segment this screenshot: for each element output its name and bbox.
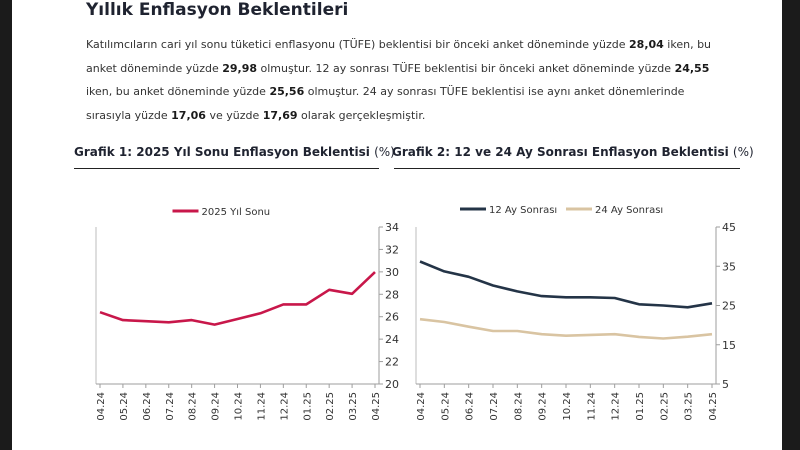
legend-label: 2025 Yıl Sonu [202,207,271,218]
x-tick-label: 10.24 [562,392,573,421]
highlight-value: 29,98 [222,61,258,75]
x-tick-label: 04.24 [96,392,107,421]
x-tick-label: 06.24 [465,392,476,421]
chart1-unit: (%) [374,145,395,159]
x-tick-label: 02.25 [659,392,670,421]
paragraph-text: Katılımcıların cari yıl sonu tüketici en… [86,38,630,51]
x-tick-label: 02.25 [325,392,336,421]
series-line [99,271,376,326]
y-tick-label: 25 [722,300,736,313]
x-tick-label: 12.24 [279,392,290,421]
paragraph-text: iken, bu anket döneminde yüzde [86,85,270,98]
paragraph-text: olmuştur. 24 ay sonrası TÜFE beklentisi … [86,85,685,122]
paragraph-text: ve yüzde [205,108,263,122]
highlight-value: 28,04 [629,38,664,51]
y-tick-label: 28 [385,288,399,301]
chart1-title-text: Grafik 1: 2025 Yıl Sonu Enflasyon Beklen… [74,145,370,159]
x-tick-label: 04.25 [708,392,719,421]
x-tick-label: 04.24 [416,392,427,421]
x-tick-label: 09.24 [538,392,549,421]
summary-paragraph: Katılımcıların cari yıl sonu tüketici en… [86,33,726,127]
x-tick-label: 04.25 [371,392,382,421]
highlight-value: 17,06 [171,108,206,122]
series-line [419,260,713,309]
y-tick-label: 35 [722,260,736,273]
section-heading: Yıllık Enflasyon Beklentileri [86,0,349,20]
highlight-value: 24,55 [674,61,710,75]
chart2-unit: (%) [732,145,754,159]
y-tick-label: 24 [385,333,399,346]
chart2-title: Grafik 2: 12 ve 24 Ay Sonrası Enflasyon … [392,145,754,159]
series-line [419,317,713,340]
x-tick-label: 05.24 [440,392,451,421]
legend-label: 12 Ay Sonrası [489,205,557,216]
x-tick-label: 12.24 [611,392,622,421]
x-tick-label: 01.25 [635,392,646,421]
report-page: Yıllık Enflasyon Beklentileri Katılımcıl… [12,0,782,450]
highlight-value: 25,56 [269,85,305,98]
x-tick-label: 11.24 [256,392,267,421]
y-tick-label: 30 [385,266,399,279]
y-tick-label: 45 [722,221,736,234]
x-tick-label: 05.24 [119,392,130,421]
x-tick-label: 06.24 [142,392,153,421]
y-tick-label: 34 [385,221,399,234]
x-tick-label: 03.25 [348,392,359,421]
chart1-title: Grafik 1: 2025 Yıl Sonu Enflasyon Beklen… [74,145,395,159]
y-tick-label: 5 [722,378,729,391]
chart2-title-rule [394,168,740,169]
chart2-title-text: Grafik 2: 12 ve 24 Ay Sonrası Enflasyon … [392,145,729,159]
x-tick-label: 09.24 [211,392,222,421]
y-tick-label: 26 [385,311,399,324]
x-tick-label: 01.25 [302,392,313,421]
x-tick-label: 07.24 [165,392,176,421]
x-tick-label: 08.24 [188,392,199,421]
highlight-value: 17,69 [262,108,298,122]
x-tick-label: 07.24 [489,392,500,421]
x-tick-label: 10.24 [234,392,245,421]
y-tick-label: 20 [385,378,399,391]
legend-label: 24 Ay Sonrası [595,205,663,216]
y-tick-label: 32 [385,243,399,256]
y-tick-label: 22 [385,356,399,369]
y-tick-label: 15 [722,339,736,352]
x-tick-label: 03.25 [684,392,695,421]
chart2: 5 15 25 35 45 04.24 05.24 06.24 07.24 08.24 09.24 1… [415,205,736,421]
chart1-title-rule [74,168,379,169]
paragraph-text: olmuştur. 12 ay sonrası TÜFE beklentisi … [257,61,675,75]
paragraph-text: olarak gerçekleşmiştir. [297,108,426,122]
paragraph-text: iken, bu anket döneminde yüzde [86,38,712,75]
x-tick-label: 11.24 [586,392,597,421]
chart1: 20 22 24 26 28 30 32 34 04.24 05.24 06.24 07.24 08.2… [95,207,399,421]
x-tick-label: 08.24 [513,392,524,421]
